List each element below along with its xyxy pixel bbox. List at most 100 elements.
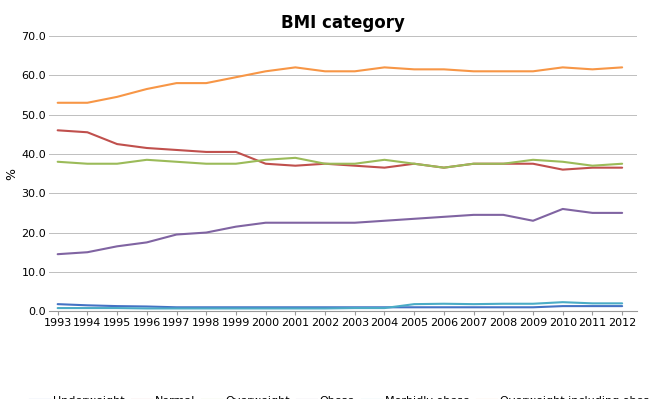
Morbidly obese <box>173 306 181 311</box>
Obese <box>529 218 537 223</box>
Line: Normal: Normal <box>58 130 622 170</box>
Obese <box>380 218 388 223</box>
Morbidly obese <box>351 306 359 310</box>
Line: Overweight: Overweight <box>58 158 622 168</box>
Normal <box>113 142 121 146</box>
Normal <box>262 161 270 166</box>
Normal <box>291 163 299 168</box>
Line: Underweight: Underweight <box>58 304 622 307</box>
Normal <box>351 163 359 168</box>
Overweight including obese <box>83 101 91 105</box>
Normal <box>143 146 151 150</box>
Normal <box>380 165 388 170</box>
Overweight including obese <box>440 67 448 72</box>
Overweight <box>321 161 329 166</box>
Overweight including obese <box>173 81 181 85</box>
Obese <box>291 220 299 225</box>
Obese <box>54 252 62 257</box>
Morbidly obese <box>291 306 299 311</box>
Underweight <box>143 304 151 309</box>
Obese <box>440 214 448 219</box>
Underweight <box>262 305 270 310</box>
Normal <box>529 161 537 166</box>
Overweight <box>291 156 299 160</box>
Morbidly obese <box>440 301 448 306</box>
Overweight including obese <box>113 95 121 99</box>
Obese <box>559 207 567 211</box>
Overweight including obese <box>202 81 210 85</box>
Overweight <box>113 161 121 166</box>
Underweight <box>321 305 329 310</box>
Overweight including obese <box>262 69 270 74</box>
Overweight <box>351 161 359 166</box>
Overweight <box>440 165 448 170</box>
Underweight <box>83 303 91 308</box>
Overweight <box>618 161 626 166</box>
Line: Obese: Obese <box>58 209 622 254</box>
Obese <box>410 216 418 221</box>
Overweight including obese <box>559 65 567 70</box>
Underweight <box>232 305 240 310</box>
Title: BMI category: BMI category <box>281 14 405 32</box>
Overweight <box>380 157 388 162</box>
Overweight <box>232 161 240 166</box>
Overweight including obese <box>54 101 62 105</box>
Normal <box>618 165 626 170</box>
Obese <box>83 250 91 255</box>
Normal <box>232 150 240 154</box>
Overweight including obese <box>588 67 596 72</box>
Overweight <box>410 161 418 166</box>
Underweight <box>173 305 181 310</box>
Overweight including obese <box>351 69 359 74</box>
Overweight including obese <box>618 65 626 70</box>
Overweight <box>83 161 91 166</box>
Overweight <box>173 159 181 164</box>
Legend: Underweight, Normal, Overweight, Obese, Morbidly obese, Overweight including obe: Underweight, Normal, Overweight, Obese, … <box>25 391 650 399</box>
Normal <box>470 161 478 166</box>
Overweight including obese <box>470 69 478 74</box>
Normal <box>440 165 448 170</box>
Normal <box>410 161 418 166</box>
Morbidly obese <box>380 306 388 310</box>
Overweight <box>202 161 210 166</box>
Overweight <box>559 159 567 164</box>
Underweight <box>410 305 418 310</box>
Underweight <box>499 305 507 310</box>
Morbidly obese <box>588 301 596 306</box>
Underweight <box>440 305 448 310</box>
Morbidly obese <box>143 306 151 311</box>
Underweight <box>54 302 62 306</box>
Overweight <box>499 161 507 166</box>
Overweight <box>262 157 270 162</box>
Line: Overweight including obese: Overweight including obese <box>58 67 622 103</box>
Normal <box>54 128 62 133</box>
Underweight <box>202 305 210 310</box>
Obese <box>499 212 507 217</box>
Underweight <box>618 304 626 308</box>
Obese <box>143 240 151 245</box>
Underweight <box>351 305 359 310</box>
Obese <box>262 220 270 225</box>
Underweight <box>291 305 299 310</box>
Obese <box>351 220 359 225</box>
Morbidly obese <box>321 306 329 311</box>
Overweight <box>529 157 537 162</box>
Overweight including obese <box>380 65 388 70</box>
Obese <box>202 230 210 235</box>
Morbidly obese <box>618 301 626 306</box>
Underweight <box>380 305 388 310</box>
Underweight <box>588 304 596 308</box>
Underweight <box>470 305 478 310</box>
Overweight <box>143 157 151 162</box>
Morbidly obese <box>410 302 418 306</box>
Underweight <box>529 305 537 310</box>
Obese <box>321 220 329 225</box>
Obese <box>618 211 626 215</box>
Obese <box>173 232 181 237</box>
Morbidly obese <box>83 306 91 310</box>
Line: Morbidly obese: Morbidly obese <box>58 302 622 308</box>
Morbidly obese <box>470 302 478 306</box>
Normal <box>202 150 210 154</box>
Overweight including obese <box>143 87 151 91</box>
Normal <box>559 167 567 172</box>
